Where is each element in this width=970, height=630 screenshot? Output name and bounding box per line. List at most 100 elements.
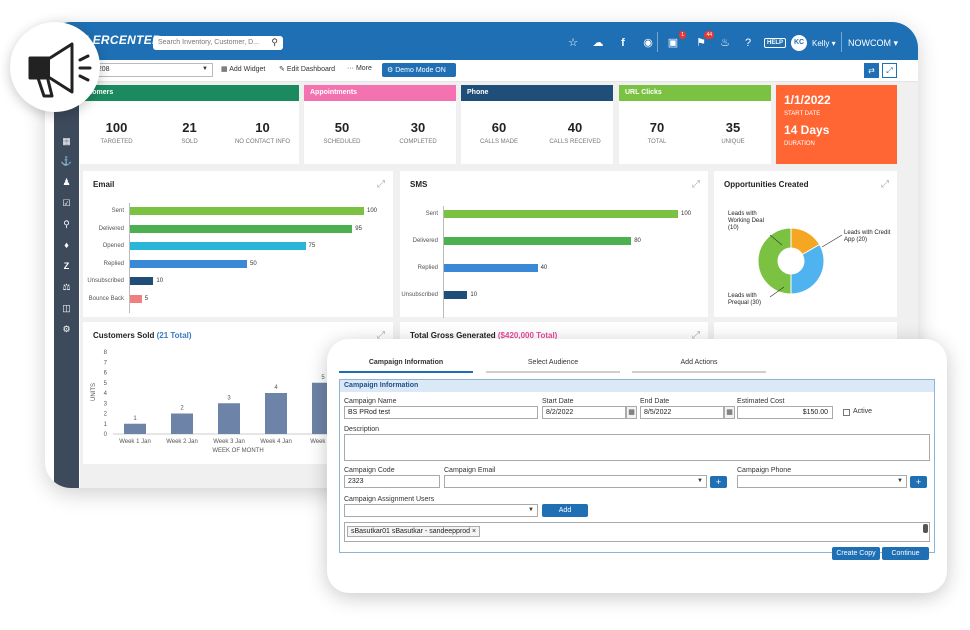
create-copy-button[interactable]: Create Copy: [832, 547, 880, 560]
box-icon[interactable]: ◫: [62, 303, 71, 313]
opportunities-panel: Opportunities Created ⤢ Leads with Worki…: [714, 171, 897, 317]
data-label: 5: [144, 296, 149, 302]
appointments-card: Appointments 50 SCHEDULED 30 COMPLETED: [304, 85, 456, 164]
alerts-badge: 44: [704, 31, 714, 39]
y-tick-label: 0: [104, 432, 108, 438]
expand-icon[interactable]: ⤢: [881, 179, 889, 190]
chevron-down-icon: ▼: [697, 478, 703, 484]
stat-label: TOTAL: [647, 139, 667, 145]
more-icon: ···: [347, 65, 354, 72]
user-menu[interactable]: Kelly ▾: [812, 39, 836, 48]
stat-value: 10: [255, 120, 270, 135]
stat-cell: 100 TARGETED: [80, 85, 153, 164]
campaign-email-label: Campaign Email: [444, 467, 496, 474]
data-label: 4: [274, 385, 278, 391]
tab-select-audience[interactable]: Select Audience: [527, 359, 579, 366]
person-icon[interactable]: ♟: [62, 177, 71, 187]
expand-icon[interactable]: ⤢: [377, 179, 385, 190]
dashboard-toolbar: 1208 ▼ ▦ Add Widget ✎ Edit Dashboard ··· …: [45, 60, 918, 82]
document-icon[interactable]: ▣ 1: [667, 31, 686, 49]
tab-indicator: [632, 371, 766, 373]
stat-cell: 40 CALLS RECEIVED: [537, 85, 613, 164]
tag-icon[interactable]: ♦: [64, 240, 69, 250]
z-logo-icon[interactable]: Z: [63, 261, 70, 271]
stat-cell: 10 NO CONTACT INFO: [226, 85, 299, 164]
calendar-icon[interactable]: ▦: [724, 406, 735, 419]
tab-campaign-information[interactable]: Campaign Information: [368, 359, 444, 366]
estimated-cost-input[interactable]: $150.00: [737, 406, 833, 419]
circle-icon[interactable]: ◉: [643, 37, 653, 49]
star-icon[interactable]: ☆: [568, 37, 578, 49]
tab-add-actions[interactable]: Add Actions: [680, 359, 718, 366]
split-view-icon[interactable]: ⇄: [864, 63, 879, 78]
phone-card: Phone 60 CALLS MADE 40 CALLS RECEIVED: [461, 85, 613, 164]
stat-value: 35: [725, 120, 741, 135]
stat-cell: 21 SOLD: [153, 85, 226, 164]
gear-icon[interactable]: ⚙: [62, 324, 71, 334]
edit-dashboard-button[interactable]: ✎ Edit Dashboard: [279, 65, 335, 73]
customers-sold-title-text: Customers Sold: [93, 331, 155, 340]
bell-icon[interactable]: ♨: [720, 37, 730, 49]
stat-label: COMPLETED: [399, 139, 437, 145]
add-user-button[interactable]: Add: [542, 504, 588, 517]
org-menu[interactable]: NOWCOM ▾: [848, 38, 899, 48]
add-email-button[interactable]: +: [710, 476, 727, 488]
help-circle-icon[interactable]: ?: [744, 37, 752, 49]
campaign-phone-select[interactable]: ▼: [737, 475, 907, 488]
start-date-value: 1/1/2022: [784, 93, 831, 107]
demo-mode-button[interactable]: ⚙ Demo Mode ON: [382, 63, 456, 77]
scrollbar[interactable]: [923, 524, 928, 533]
start-date-input[interactable]: 8/2/2022: [542, 406, 626, 419]
calendar-icon[interactable]: ▦: [626, 406, 637, 419]
facebook-icon[interactable]: f: [621, 37, 625, 49]
end-date-label: End Date: [640, 398, 670, 405]
org-name: NOWCOM: [848, 38, 891, 48]
dealer-select[interactable]: 1208 ▼: [87, 63, 213, 77]
global-search-input[interactable]: Search Inventory, Customer, D... ⚲: [153, 36, 283, 50]
active-checkbox[interactable]: [843, 409, 850, 416]
location-pin-icon[interactable]: ⚲: [63, 219, 70, 229]
search-icon[interactable]: ⚲: [271, 37, 278, 47]
x-tick-label: Week 2 Jan: [166, 439, 198, 445]
chat-icon[interactable]: ☁: [592, 37, 604, 49]
car-icon[interactable]: ⚓: [60, 156, 73, 166]
continue-button[interactable]: Continue: [882, 547, 929, 560]
stat-label: CALLS MADE: [479, 139, 518, 145]
pie-label-credit-app: Leads with Credit App (20): [844, 230, 891, 243]
help-button[interactable]: HELP: [764, 38, 787, 48]
expand-icon[interactable]: ⤢: [377, 330, 385, 341]
megaphone-icon[interactable]: ⚑ 44: [696, 31, 714, 49]
stat-value: 40: [567, 120, 583, 135]
stat-value: 60: [491, 120, 507, 135]
add-phone-button[interactable]: +: [910, 476, 927, 488]
more-button[interactable]: ··· More: [347, 65, 372, 72]
description-textarea[interactable]: [344, 434, 930, 461]
expand-icon[interactable]: ⤢: [692, 330, 700, 341]
avatar[interactable]: KC: [791, 35, 807, 51]
campaign-information-section: Campaign Information Campaign Name BS PR…: [339, 379, 935, 553]
add-widget-button[interactable]: ▦ Add Widget: [221, 65, 265, 73]
bar: [130, 242, 306, 251]
campaign-code-input[interactable]: 2323: [344, 475, 440, 488]
end-date-input[interactable]: 8/5/2022: [640, 406, 724, 419]
data-label: 1: [133, 416, 137, 422]
campaign-email-select[interactable]: ▼: [444, 475, 707, 488]
bar: [444, 210, 678, 218]
chevron-down-icon: ▼: [897, 478, 903, 484]
email-panel: Email ⤢ Sent 100 Delivered 95 Opened 75 Replie…: [83, 171, 393, 317]
y-tick-label: 2: [104, 412, 108, 418]
stat-cell: 60 CALLS MADE: [461, 85, 537, 164]
assignment-users-select[interactable]: ▼: [344, 504, 538, 517]
assigned-user-chip: sBasutkar01 sBasutkar - sandeepprod ×: [347, 526, 481, 537]
email-panel-title: Email: [93, 180, 115, 189]
campaign-name-input[interactable]: BS PRod test: [344, 406, 538, 419]
grid-icon[interactable]: ▦: [62, 136, 71, 146]
bar: [218, 403, 240, 434]
bar: [130, 207, 364, 215]
clipboard-icon[interactable]: ☑: [62, 198, 71, 208]
y-tick-label: 7: [104, 360, 108, 366]
fullscreen-icon[interactable]: ⤢: [882, 63, 897, 78]
expand-icon[interactable]: ⤢: [692, 179, 700, 190]
close-icon[interactable]: ×: [472, 528, 477, 535]
scales-icon[interactable]: ⚖: [62, 282, 71, 292]
